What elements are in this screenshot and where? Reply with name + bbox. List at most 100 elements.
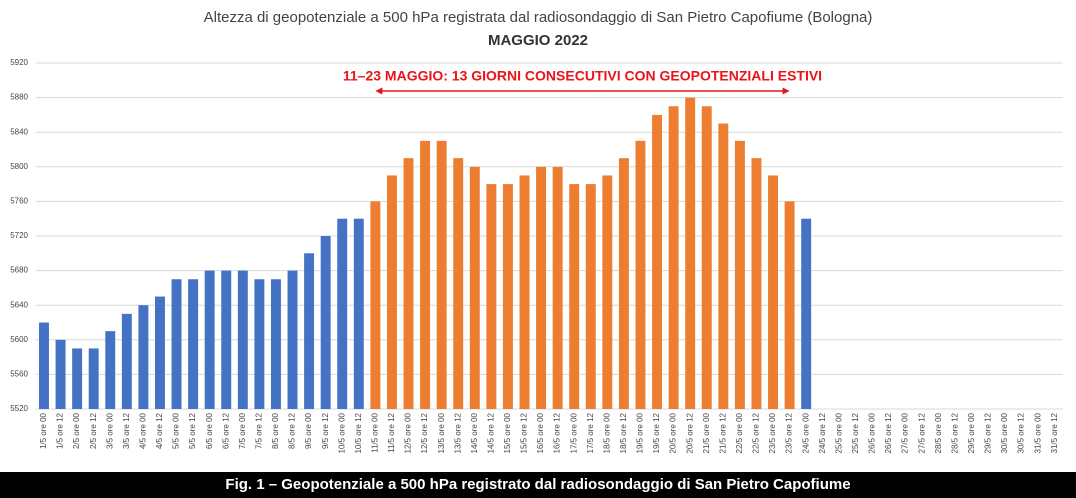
- x-tick-label: 31/5 ore 12: [1050, 412, 1059, 453]
- bar: [469, 166, 480, 409]
- caption-band: [0, 472, 1076, 498]
- x-tick-label: 23/5 ore 00: [768, 412, 777, 453]
- bar: [585, 184, 596, 409]
- bar: [519, 175, 530, 409]
- x-tick-label: 4/5 ore 12: [155, 412, 164, 449]
- x-tick-label: 29/5 ore 12: [984, 412, 993, 453]
- x-tick-label: 30/5 ore 00: [1000, 412, 1009, 453]
- bar: [734, 140, 745, 409]
- x-tick-label: 5/5 ore 12: [188, 412, 197, 449]
- bar: [304, 253, 315, 409]
- bar: [801, 218, 812, 409]
- x-tick-label: 15/5 ore 12: [520, 412, 529, 453]
- x-tick-label: 4/5 ore 00: [139, 412, 148, 449]
- bar: [204, 270, 215, 409]
- x-tick-label: 11/5 ore 12: [387, 412, 396, 452]
- x-tick-label: 8/5 ore 12: [288, 412, 297, 449]
- x-tick-label: 6/5 ore 12: [221, 412, 230, 449]
- bar: [685, 97, 696, 409]
- x-tick-label: 23/5 ore 12: [785, 412, 794, 453]
- x-tick-label: 20/5 ore 12: [685, 412, 694, 453]
- chart-subtitle: MAGGIO 2022: [488, 32, 588, 49]
- bar: [121, 313, 132, 409]
- x-tick-label: 20/5 ore 00: [669, 412, 678, 453]
- bar: [751, 158, 762, 409]
- bar: [403, 158, 414, 409]
- x-tick-label: 27/5 ore 12: [917, 412, 926, 453]
- x-tick-label: 28/5 ore 00: [934, 412, 943, 453]
- x-tick-label: 21/5 ore 12: [718, 412, 727, 453]
- bar: [270, 279, 281, 409]
- x-tick-label: 27/5 ore 00: [901, 412, 910, 453]
- arrow-head: [782, 87, 790, 95]
- x-tick-label: 15/5 ore 00: [503, 412, 512, 453]
- bar: [668, 106, 679, 409]
- y-tick-label: 5560: [10, 370, 28, 379]
- x-tick-label: 24/5 ore 00: [801, 412, 810, 453]
- x-tick-label: 7/5 ore 00: [238, 412, 247, 449]
- annotation: 11–23 MAGGIO: 13 GIORNI CONSECUTIVI CON …: [343, 68, 822, 84]
- y-tick-label: 5800: [10, 162, 28, 171]
- x-tick-label: 10/5 ore 00: [337, 412, 346, 453]
- x-tick-label: 9/5 ore 12: [321, 412, 330, 449]
- bar: [171, 279, 182, 409]
- bar: [337, 218, 348, 409]
- bar: [88, 348, 99, 409]
- x-tick-label: 30/5 ore 12: [1017, 412, 1026, 453]
- bar: [386, 175, 397, 409]
- x-tick-label: 21/5 ore 00: [702, 412, 711, 453]
- bar: [502, 184, 513, 409]
- bar: [188, 279, 199, 409]
- bar: [221, 270, 232, 409]
- x-tick-label: 18/5 ore 00: [602, 412, 611, 453]
- x-tick-label: 14/5 ore 00: [470, 412, 479, 453]
- x-tick-label: 29/5 ore 00: [967, 412, 976, 453]
- x-tick-label: 16/5 ore 12: [553, 412, 562, 453]
- bar: [602, 175, 613, 409]
- bar: [287, 270, 298, 409]
- bar: [436, 140, 447, 409]
- x-tick-label: 19/5 ore 12: [652, 412, 661, 453]
- x-tick-label: 13/5 ore 12: [453, 412, 462, 453]
- bar: [536, 166, 547, 409]
- x-tick-label: 8/5 ore 00: [271, 412, 280, 449]
- bar: [138, 305, 149, 409]
- y-tick-label: 5840: [10, 127, 28, 136]
- y-tick-label: 5680: [10, 266, 28, 275]
- bar: [635, 140, 646, 409]
- x-tick-label: 25/5 ore 12: [851, 412, 860, 453]
- chart-title: Altezza di geopotenziale a 500 hPa regis…: [204, 9, 873, 26]
- x-tick-label: 26/5 ore 12: [884, 412, 893, 453]
- bar: [453, 158, 464, 409]
- x-tick-label: 1/5 ore 00: [39, 412, 48, 449]
- x-tick-label: 31/5 ore 00: [1033, 412, 1042, 453]
- y-tick-label: 5760: [10, 197, 28, 206]
- x-tick-label: 2/5 ore 00: [72, 412, 81, 449]
- x-tick-label: 10/5 ore 12: [354, 412, 363, 453]
- x-tick-label: 7/5 ore 12: [254, 412, 263, 449]
- x-tick-label: 12/5 ore 12: [420, 412, 429, 453]
- x-tick-label: 12/5 ore 00: [404, 412, 413, 453]
- bar: [39, 322, 49, 409]
- x-tick-label: 18/5 ore 12: [619, 412, 628, 453]
- bar: [552, 166, 563, 409]
- bar: [320, 236, 331, 409]
- bar: [618, 158, 629, 409]
- bar: [237, 270, 248, 409]
- x-tick-label: 28/5 ore 12: [950, 412, 959, 453]
- x-tick-label: 26/5 ore 00: [868, 412, 877, 453]
- bar: [105, 331, 116, 409]
- x-tick-label: 16/5 ore 00: [536, 412, 545, 453]
- x-tick-label: 3/5 ore 12: [122, 412, 131, 449]
- bar: [768, 175, 779, 409]
- y-tick-label: 5520: [10, 404, 28, 413]
- x-tick-label: 11/5 ore 00: [370, 412, 379, 452]
- x-tick-label: 17/5 ore 00: [569, 412, 578, 453]
- x-tick-label: 25/5 ore 00: [834, 412, 843, 453]
- x-tick-label: 14/5 ore 12: [486, 412, 495, 453]
- x-tick-label: 3/5 ore 00: [105, 412, 114, 449]
- bar: [55, 339, 66, 409]
- y-tick-label: 5920: [10, 58, 28, 67]
- bar: [652, 114, 663, 410]
